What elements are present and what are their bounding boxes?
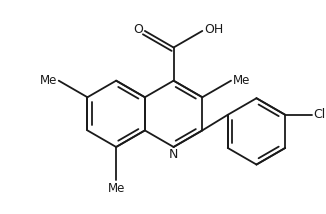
Text: OH: OH xyxy=(204,24,224,36)
Text: Cl: Cl xyxy=(314,108,326,121)
Text: Me: Me xyxy=(233,74,250,87)
Text: Me: Me xyxy=(108,182,125,195)
Text: Me: Me xyxy=(39,74,57,87)
Text: O: O xyxy=(133,24,143,36)
Text: N: N xyxy=(169,148,178,161)
